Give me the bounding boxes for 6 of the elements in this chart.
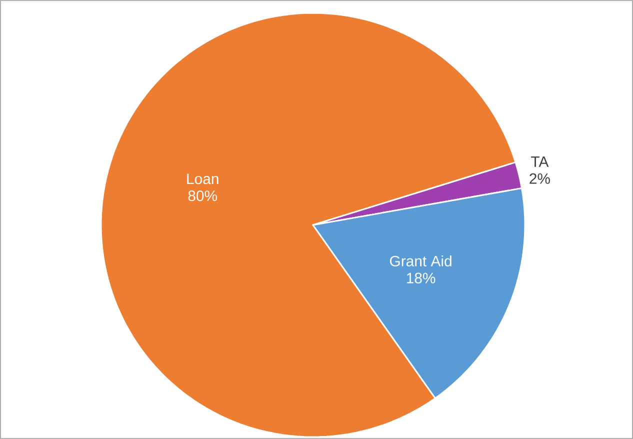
slice-label: Grant Aid [390, 255, 452, 266]
data-label: 18% [406, 272, 436, 284]
data-label: 2% [530, 173, 550, 184]
slice-label: Loan [187, 174, 218, 184]
data-label: 80% [188, 190, 218, 202]
slice-label: TA [531, 156, 549, 167]
